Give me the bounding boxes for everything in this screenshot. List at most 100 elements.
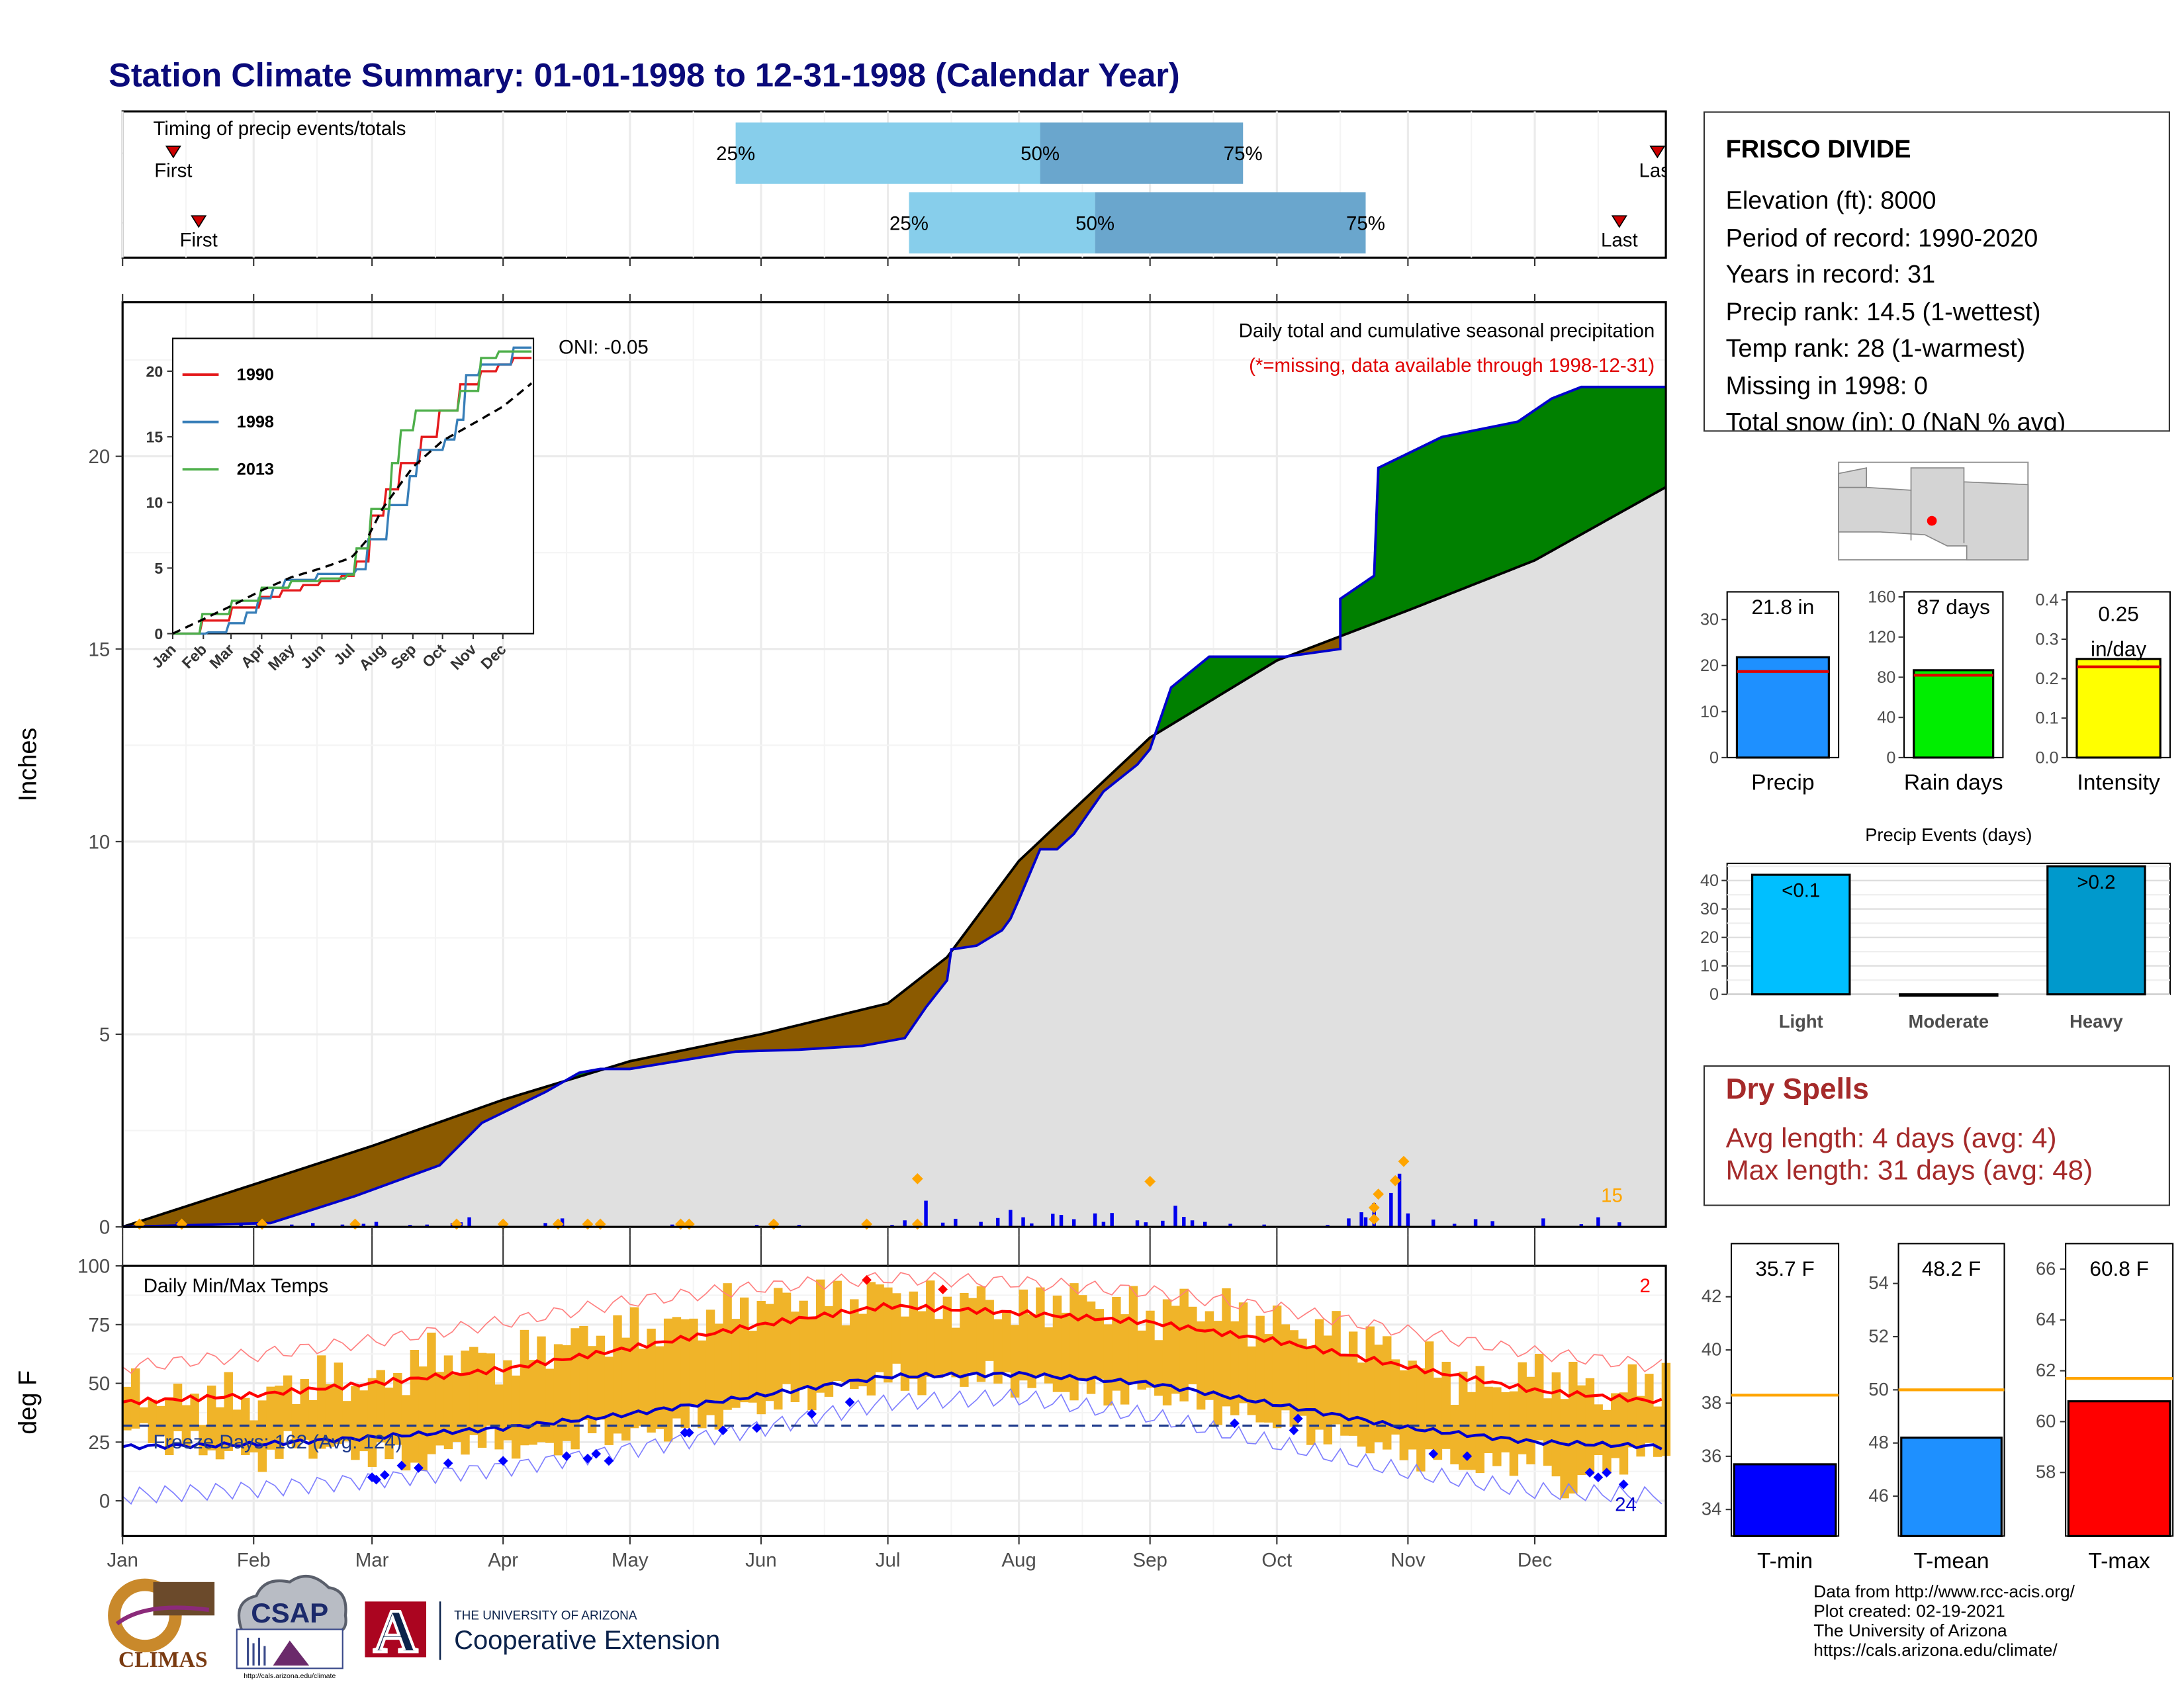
temp-bar-y-tick: 58 — [2036, 1462, 2056, 1482]
temp-bar-value-label: 60.8 F — [2089, 1257, 2148, 1280]
inset-y-tick: 15 — [146, 429, 163, 446]
credits: Data from http://www.rcc-acis.org/Plot c… — [1813, 1582, 2075, 1660]
record-min-marker — [591, 1448, 602, 1459]
big-event-marker — [1389, 1175, 1401, 1186]
daily-temp-range-bar — [698, 1340, 707, 1429]
annual-stat-bars: 0 10 20 30 21.8 in Precip 0 40 80 120 160 87 days Ra… — [1700, 588, 2171, 795]
station-info-box: FRISCO DIVIDE Elevation (ft): 8000 Period… — [1703, 111, 2170, 432]
timing-percent-label: 25% — [716, 143, 755, 165]
daily-temp-range-bar — [993, 1319, 1003, 1384]
daily-temp-range-bar — [1052, 1295, 1062, 1392]
daily-precip-bar — [1071, 1219, 1076, 1227]
timing-row-label: 1998 — [66, 212, 109, 234]
first-event-marker — [191, 215, 207, 228]
timing-panel: Avg 25% 50% 75% First Last 1998 25% 50% 75% First L… — [66, 110, 1676, 266]
temp-bar-y-tick: 40 — [1702, 1339, 1721, 1360]
daily-temp-range-bar — [1179, 1288, 1189, 1401]
daily-temp-range-bar — [1128, 1286, 1138, 1384]
daily-precip-bar — [1203, 1222, 1207, 1227]
record-min-marker — [604, 1456, 614, 1466]
daily-temp-range-bar — [968, 1298, 978, 1373]
daily-temp-range-bar — [367, 1378, 377, 1467]
precip-events-chart: Precip Events (days) 0 10 20 30 40 <0.1 Light Mo… — [1700, 824, 2171, 1032]
daily-temp-range-bar — [1010, 1325, 1020, 1398]
daily-precip-bar — [1101, 1222, 1106, 1227]
daily-temp-range-bar — [884, 1287, 893, 1383]
station-info-line: Years in record: 31 — [1725, 260, 1936, 289]
daily-temp-range-bar — [553, 1344, 563, 1456]
mini-bar-value — [1913, 669, 1995, 759]
timing-bar-early — [909, 192, 1095, 254]
mini-bar-y-tick: 160 — [1868, 588, 1895, 606]
daily-temp-range-bar — [300, 1379, 309, 1440]
temp-bar-y-tick: 66 — [2036, 1258, 2056, 1278]
record-min-marker — [807, 1409, 817, 1419]
station-name: FRISCO DIVIDE — [1725, 135, 1911, 163]
daily-temp-range-bar — [165, 1397, 174, 1456]
daily-temp-range-bar — [283, 1375, 293, 1431]
record-max-marker — [862, 1275, 872, 1285]
daily-temp-range-bar — [410, 1349, 420, 1463]
climas-logo: CLIMAS — [108, 1578, 215, 1672]
daily-precip-bar — [979, 1222, 983, 1227]
daily-temp-range-bar — [739, 1297, 749, 1403]
big-event-marker — [911, 1173, 923, 1184]
events-y-tick: 20 — [1700, 928, 1719, 947]
daily-temp-range-bar — [655, 1346, 664, 1429]
daily-temp-range-bar — [647, 1328, 656, 1433]
daily-temp-range-bar — [960, 1292, 969, 1387]
precip-chart: 0 5 10 15 20 Daily total and cumulative seas… — [15, 294, 1667, 1239]
daily-temp-range-bar — [1560, 1399, 1569, 1499]
daily-temp-range-bar — [1433, 1377, 1443, 1460]
daily-temp-range-bar — [1332, 1311, 1341, 1425]
daily-temp-range-bar — [815, 1279, 825, 1393]
timing-percent-label: 75% — [1224, 143, 1263, 165]
last-event-marker — [1611, 215, 1627, 228]
month-label: Jan — [107, 1550, 138, 1572]
daily-temp-range-bar — [342, 1401, 351, 1442]
station-map — [1838, 461, 2029, 561]
dry-spells-avg: Avg length: 4 days (avg: 4) — [1725, 1124, 2057, 1155]
big-event-marker — [1398, 1155, 1410, 1167]
mini-bar-y-tick: 0.0 — [2035, 748, 2058, 767]
record-min-marker — [443, 1458, 453, 1468]
last-event-label: Last — [1639, 159, 1676, 181]
daily-temp-range-bar — [748, 1331, 758, 1403]
daily-temp-range-bar — [257, 1400, 267, 1472]
station-info-line: Period of record: 1990-2020 — [1725, 223, 2038, 251]
record-min-marker — [414, 1463, 424, 1473]
record-min-marker — [1293, 1413, 1303, 1424]
daily-temp-range-bar — [833, 1280, 842, 1381]
daily-temp-range-bar — [858, 1313, 868, 1387]
record-min-marker — [379, 1470, 390, 1480]
temp-y-tick: 50 — [88, 1373, 110, 1395]
daily-temp-range-bar — [1475, 1366, 1485, 1474]
daily-temp-range-bar — [976, 1286, 986, 1382]
daily-precip-bar — [1617, 1222, 1621, 1227]
daily-precip-bar — [310, 1223, 315, 1227]
daily-temp-range-bar — [570, 1328, 580, 1450]
daily-temp-range-bar — [190, 1394, 199, 1431]
daily-precip-bar — [1190, 1220, 1195, 1227]
daily-temp-range-bar — [756, 1300, 766, 1415]
mini-bar-y-tick: 0 — [1709, 748, 1719, 767]
mini-bar-y-tick: 40 — [1877, 709, 1895, 727]
logos: CLIMAS CSAP http://cals.arizona.edu/clim… — [108, 1574, 720, 1680]
daily-temp-range-bar — [1036, 1287, 1045, 1376]
credit-line: Plot created: 02-19-2021 — [1813, 1601, 2005, 1621]
station-info-line: Precip rank: 14.5 (1-wettest) — [1725, 297, 2041, 326]
temp-bar-y-tick: 48 — [1868, 1432, 1888, 1452]
mini-bar-value-label: 87 days — [1917, 595, 1990, 619]
daily-temp-range-bar — [951, 1327, 960, 1378]
mini-bar-y-tick: 120 — [1868, 628, 1895, 646]
inset-legend-label: 1990 — [237, 366, 274, 384]
daily-temp-range-bar — [520, 1329, 529, 1446]
daily-temp-range-bar — [638, 1349, 648, 1426]
credit-line: Data from http://www.rcc-acis.org/ — [1813, 1581, 2075, 1602]
daily-temp-range-bar — [199, 1425, 208, 1456]
daily-temp-range-bar — [494, 1384, 504, 1450]
normal-cumulative-line — [122, 486, 1667, 1228]
daily-temp-range-bar — [181, 1405, 191, 1447]
daily-precip-bar — [940, 1222, 945, 1227]
